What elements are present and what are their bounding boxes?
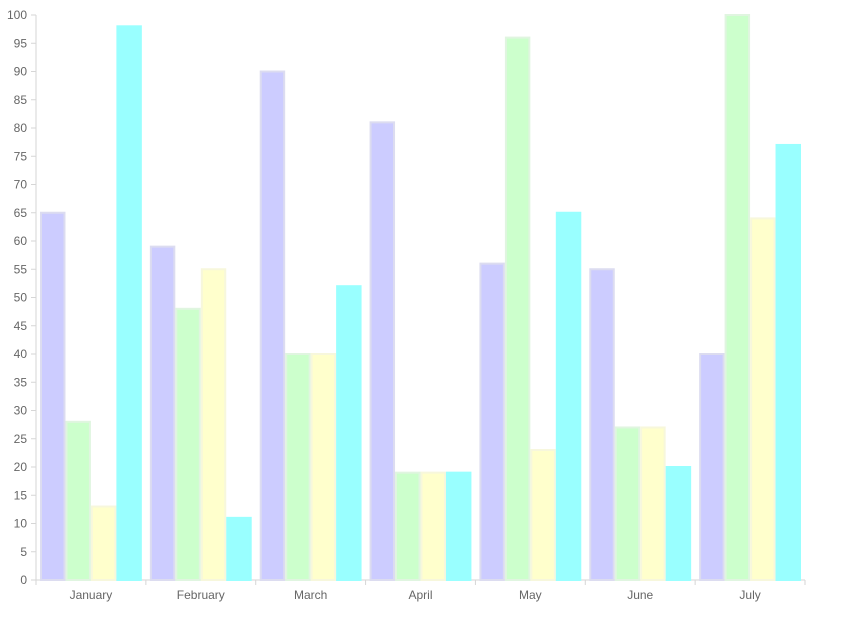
bar bbox=[699, 353, 725, 581]
bar bbox=[40, 211, 66, 581]
bar bbox=[175, 307, 201, 581]
bar bbox=[149, 245, 176, 581]
bar bbox=[285, 353, 311, 581]
x-tick-label: July bbox=[739, 588, 760, 602]
bar bbox=[116, 25, 142, 582]
x-tick-label: May bbox=[519, 588, 542, 602]
y-tick-label: 100 bbox=[7, 8, 27, 22]
y-tick-label: 5 bbox=[20, 545, 27, 559]
bar bbox=[665, 466, 692, 581]
bar bbox=[750, 217, 776, 581]
bar bbox=[530, 449, 556, 581]
bar bbox=[614, 426, 641, 582]
y-tick-label: 15 bbox=[14, 488, 28, 502]
x-tick-label: March bbox=[294, 588, 327, 602]
bar bbox=[369, 121, 396, 581]
bar bbox=[724, 14, 751, 581]
y-tick-label: 10 bbox=[14, 517, 28, 531]
y-tick-label: 55 bbox=[14, 262, 28, 276]
x-tick-label: February bbox=[177, 588, 225, 602]
y-axis: 0 5 10 15 20 25 30 35 40 45 50 55 60 65 70 75 80 85 90 95 10… bbox=[7, 8, 37, 587]
bar bbox=[589, 268, 615, 581]
y-tick-label: 85 bbox=[14, 93, 28, 107]
bar bbox=[200, 268, 227, 581]
y-tick-label: 65 bbox=[14, 206, 28, 220]
bar bbox=[310, 353, 337, 581]
bar bbox=[420, 471, 446, 581]
y-tick-label: 45 bbox=[14, 319, 28, 333]
y-tick-label: 20 bbox=[14, 460, 28, 474]
bar bbox=[336, 285, 362, 581]
bars bbox=[40, 14, 801, 582]
y-tick-label: 80 bbox=[14, 121, 28, 135]
bar bbox=[445, 471, 472, 581]
bar bbox=[90, 505, 117, 581]
bar bbox=[504, 36, 531, 582]
y-tick-label: 75 bbox=[14, 149, 28, 163]
x-tick-label: January bbox=[70, 588, 113, 602]
y-tick-label: 30 bbox=[14, 404, 28, 418]
y-tick-label: 50 bbox=[14, 291, 28, 305]
bar bbox=[259, 70, 286, 581]
bar bbox=[775, 143, 801, 581]
y-tick-label: 0 bbox=[20, 573, 27, 587]
y-tick-label: 25 bbox=[14, 432, 28, 446]
bar bbox=[555, 211, 582, 581]
bar bbox=[65, 420, 91, 581]
x-axis: January February March April May June July bbox=[35, 579, 806, 602]
x-tick-label: June bbox=[627, 588, 653, 602]
y-tick-label: 35 bbox=[14, 375, 28, 389]
y-tick-label: 40 bbox=[14, 347, 28, 361]
y-tick-label: 60 bbox=[14, 234, 28, 248]
bar bbox=[640, 426, 666, 582]
bar bbox=[479, 262, 505, 581]
y-tick-label: 95 bbox=[14, 36, 28, 50]
bar bbox=[226, 516, 252, 581]
y-tick-label: 70 bbox=[14, 178, 28, 192]
x-tick-label: April bbox=[408, 588, 432, 602]
bar bbox=[395, 471, 421, 581]
y-tick-label: 90 bbox=[14, 65, 28, 79]
